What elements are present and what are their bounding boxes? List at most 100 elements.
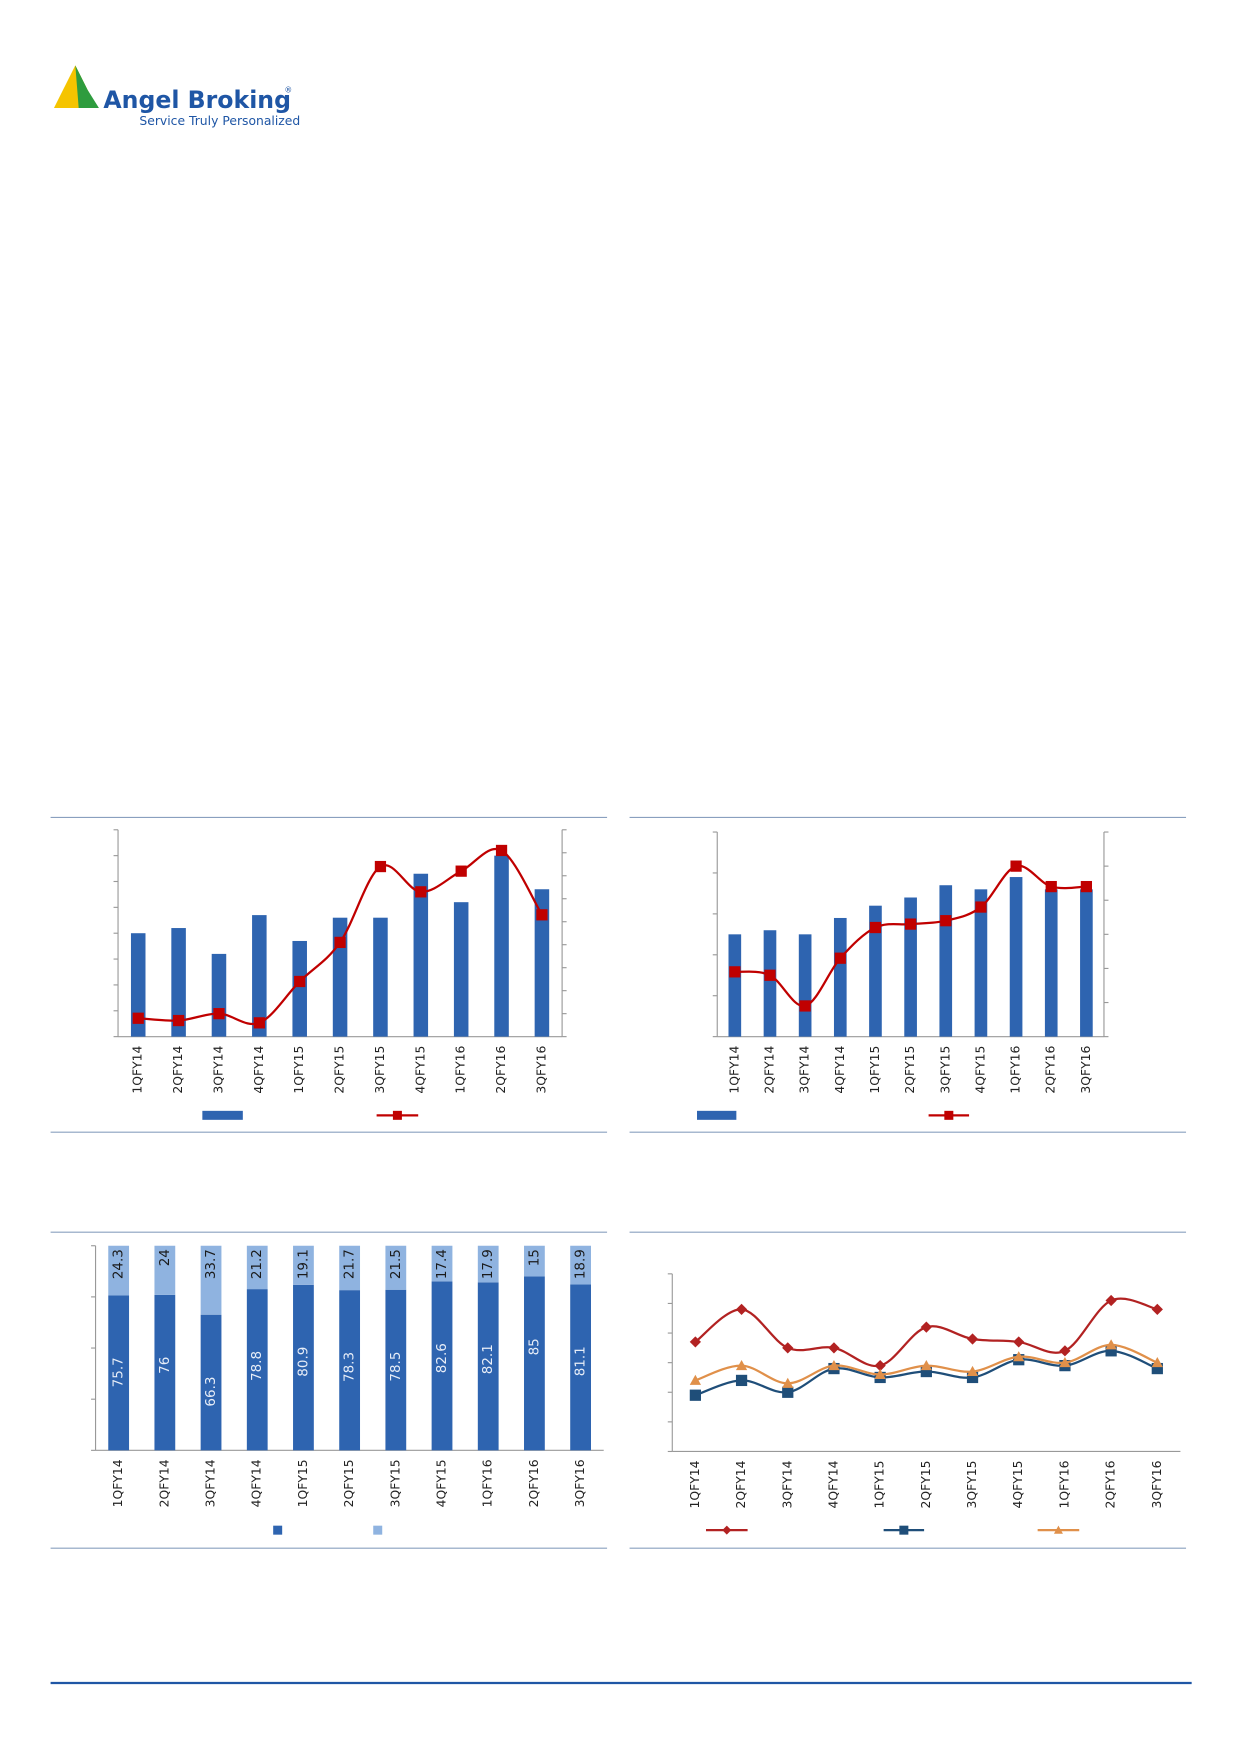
- marker: [920, 1359, 932, 1371]
- marker: [374, 860, 387, 873]
- bar: [252, 915, 267, 1037]
- x-tick-label: 1QFY16: [454, 1046, 468, 1094]
- x-tick-label: 2QFY14: [157, 1459, 171, 1507]
- marker: [735, 1374, 748, 1387]
- bar: [246, 1245, 268, 1290]
- marker: [253, 1017, 265, 1029]
- bar: [171, 928, 186, 1037]
- legend-swatch: [697, 1110, 737, 1120]
- x-tick-label: 3QFY16: [1150, 1460, 1164, 1508]
- data-label: 17.9: [480, 1249, 496, 1279]
- line: [138, 847, 543, 1026]
- bar: [570, 1245, 591, 1285]
- x-tick-label: 2QFY14: [171, 1046, 185, 1094]
- marker: [213, 1008, 225, 1020]
- marker: [334, 936, 346, 949]
- x-tick-label: 1QFY16: [1009, 1046, 1023, 1094]
- x-tick-label: 2QFY16: [494, 1046, 508, 1094]
- x-tick-label: 2QFY15: [919, 1460, 933, 1508]
- data-label: 80.9: [295, 1347, 311, 1377]
- bar: [524, 1245, 545, 1277]
- marker: [975, 901, 987, 913]
- marker: [828, 1342, 840, 1354]
- logo-mark: ®: [284, 85, 292, 94]
- marker: [782, 1342, 794, 1354]
- marker: [1151, 1362, 1163, 1375]
- x-tick-label: 4QFY15: [435, 1459, 449, 1507]
- bar: [1009, 877, 1023, 1037]
- bar: [570, 1284, 591, 1451]
- marker: [1151, 1357, 1163, 1368]
- marker: [536, 909, 548, 921]
- x-tick-label: 1QFY14: [688, 1460, 702, 1508]
- data-label: 66.3: [203, 1377, 219, 1407]
- logo-name: Angel Broking: [103, 86, 291, 114]
- marker: [689, 1374, 701, 1385]
- bar: [524, 1276, 545, 1451]
- x-tick-label: 1QFY14: [727, 1046, 741, 1094]
- x-tick-label: 2QFY16: [1104, 1460, 1118, 1508]
- x-tick-label: 3QFY15: [373, 1046, 387, 1094]
- frames: [50, 816, 1187, 1549]
- x-tick-label: 1QFY16: [481, 1459, 495, 1507]
- marker: [782, 1386, 794, 1398]
- data-label: 21.5: [388, 1249, 404, 1279]
- marker: [1013, 1336, 1025, 1348]
- data-label: 85: [526, 1338, 542, 1355]
- legend-swatch: [202, 1110, 243, 1120]
- data-label: 21.7: [342, 1249, 358, 1279]
- data-label: 78.8: [249, 1351, 265, 1381]
- marker: [940, 915, 952, 927]
- x-tick-label: 1QFY14: [111, 1459, 125, 1507]
- bar: [339, 1290, 361, 1451]
- bar: [339, 1245, 361, 1291]
- marker: [1105, 1339, 1117, 1350]
- data-label: 78.3: [342, 1352, 358, 1382]
- x-tick-label: 1QFY14: [131, 1046, 145, 1094]
- data-label: 81.1: [573, 1346, 589, 1376]
- bar: [728, 934, 742, 1037]
- data-label: 75.7: [111, 1357, 127, 1387]
- x-tick-label: 2QFY16: [527, 1459, 541, 1507]
- marker: [1105, 1294, 1117, 1307]
- x-tick-label: 1QFY15: [873, 1460, 887, 1508]
- x-tick-label: 3QFY15: [965, 1460, 979, 1508]
- x-tick-label: 1QFY15: [292, 1046, 306, 1094]
- bar: [154, 1245, 176, 1295]
- bar: [431, 1245, 453, 1282]
- x-tick-label: 3QFY14: [780, 1460, 794, 1508]
- bar: [211, 953, 227, 1037]
- bar: [373, 917, 388, 1037]
- marker: [799, 1000, 811, 1012]
- data-label: 82.1: [480, 1344, 496, 1374]
- bar: [833, 917, 847, 1037]
- bar: [130, 933, 146, 1037]
- marker: [294, 975, 306, 988]
- marker: [689, 1389, 701, 1401]
- bar: [385, 1245, 407, 1290]
- x-tick-label: 3QFY14: [798, 1046, 812, 1094]
- marker: [874, 1368, 886, 1379]
- marker: [869, 921, 882, 934]
- x-tick-label: 2QFY14: [762, 1046, 776, 1094]
- bar: [293, 1245, 314, 1285]
- marker: [1045, 880, 1057, 893]
- bar: [1080, 889, 1093, 1037]
- bar: [108, 1295, 130, 1451]
- bar: [154, 1294, 176, 1451]
- logo-tagline: Service Truly Personalized: [139, 114, 300, 128]
- marker: [1151, 1303, 1163, 1315]
- x-tick-label: 3QFY16: [573, 1459, 587, 1507]
- bar: [939, 885, 953, 1037]
- bar: [431, 1281, 453, 1451]
- data-label: 15: [526, 1249, 542, 1266]
- x-tick-label: 2QFY14: [734, 1460, 748, 1508]
- x-tick-label: 2QFY16: [1044, 1046, 1058, 1094]
- x-tick-label: 4QFY15: [1011, 1460, 1025, 1508]
- marker: [1013, 1351, 1025, 1362]
- data-label: 17.4: [434, 1249, 450, 1279]
- bar: [974, 889, 988, 1037]
- marker: [782, 1377, 794, 1388]
